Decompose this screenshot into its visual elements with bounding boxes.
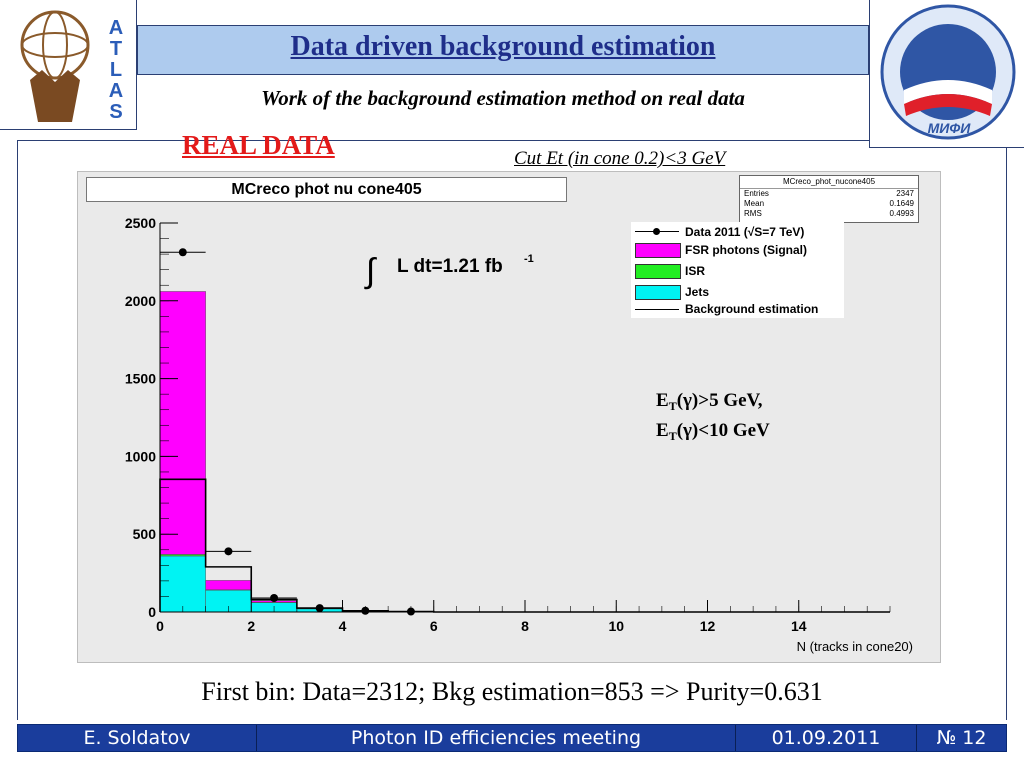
real-data-label: REAL DATA	[182, 130, 335, 160]
footer-divider	[735, 725, 736, 751]
stacked-bars	[159, 291, 434, 613]
y-tick-label: 500	[133, 526, 157, 542]
footer-divider	[916, 725, 917, 751]
luminosity-text: L dt=1.21 fb	[397, 256, 503, 277]
x-tick-label: 0	[156, 618, 164, 634]
footer-author: E. Soldatov	[83, 727, 191, 749]
legend-data-marker-icon	[635, 225, 679, 239]
stats-value: 0.1649	[889, 199, 914, 208]
mephi-emblem-icon	[880, 4, 1016, 140]
x-tick-label: 2	[247, 618, 255, 634]
histogram-title: MCreco phot nu cone405	[86, 177, 567, 202]
slide-subtitle: Work of the background estimation method…	[261, 86, 745, 110]
x-tick-label: 4	[339, 618, 347, 634]
x-tick-label: 6	[430, 618, 438, 634]
y-tick-label: 2500	[125, 215, 156, 231]
footer-bar: E. Soldatov Photon ID efficiencies meeti…	[17, 724, 1007, 752]
data-point	[270, 593, 279, 602]
atlas-letter: T	[109, 38, 123, 60]
stats-row: Entries 2347	[744, 189, 914, 199]
x-tick-label: 8	[521, 618, 529, 634]
integral-symbol: ∫	[364, 252, 377, 290]
atlas-letter: S	[109, 101, 123, 123]
stats-label: Entries	[744, 189, 769, 198]
stats-box: MCreco_phot_nucone405 Entries 2347 Mean 0.…	[739, 175, 919, 223]
x-tick-label: 10	[608, 618, 624, 634]
footer-date: 01.09.2011	[771, 727, 881, 749]
legend-label: FSR photons (Signal)	[685, 243, 807, 257]
mephi-text: МИФИ	[927, 120, 971, 136]
legend-swatch-fsr-icon	[635, 243, 681, 258]
atlas-logo: A T L A S	[0, 0, 137, 130]
cut-annotation-2: ET(γ)<10 GeV	[656, 420, 770, 443]
histogram-bar	[159, 555, 206, 613]
histogram-bar	[159, 291, 206, 555]
footer-page-number: № 12	[936, 727, 987, 749]
data-point	[224, 547, 233, 556]
legend-label: Background estimation	[685, 302, 819, 316]
legend-label: ISR	[685, 264, 706, 278]
stats-value: 2347	[896, 189, 914, 198]
legend: Data 2011 (√S=7 TeV) FSR photons (Signal…	[631, 222, 844, 318]
atlas-letter: L	[109, 59, 123, 81]
stats-label: Mean	[744, 199, 765, 208]
x-tick-label: 14	[791, 618, 807, 634]
footer-meeting: Photon ID efficiencies meeting	[350, 727, 642, 749]
axes: 0 2 4 6 8 10 12 14 0 500 1000 1500 2000 2500	[125, 215, 891, 634]
content-frame	[17, 140, 1007, 720]
data-point	[178, 248, 187, 257]
stats-row: RMS 0.4993	[744, 209, 914, 219]
legend-label: Jets	[685, 285, 710, 299]
y-tick-label: 1000	[125, 448, 156, 464]
atlas-globe-icon	[20, 10, 90, 122]
purity-summary: First bin: Data=2312; Bkg estimation=853…	[201, 677, 823, 706]
legend-label: Data 2011 (√S=7 TeV)	[685, 225, 805, 239]
footer-divider	[256, 725, 257, 751]
atlas-letter: A	[108, 80, 124, 102]
mephi-logo: МИФИ	[869, 0, 1024, 148]
atlas-letter: A	[108, 17, 124, 39]
stats-row: Mean 0.1649	[744, 199, 914, 209]
legend-swatch-isr-icon	[635, 264, 681, 279]
histogram-bar	[205, 580, 252, 590]
title-bar	[137, 25, 869, 75]
y-tick-label: 2000	[125, 293, 156, 309]
x-tick-label: 12	[700, 618, 716, 634]
cut-annotation-1: ET(γ)>5 GeV,	[656, 390, 763, 413]
stats-name: MCreco_phot_nucone405	[740, 176, 918, 189]
x-axis-label: N (tracks in cone20)	[797, 639, 913, 654]
y-tick-label: 0	[148, 604, 156, 620]
slide-title: Data driven background estimation	[290, 31, 716, 62]
legend-line-bkg-icon	[635, 309, 679, 310]
legend-swatch-jets-icon	[635, 285, 681, 300]
luminosity-exponent: -1	[524, 253, 534, 265]
stats-value: 0.4993	[889, 209, 914, 218]
stats-label: RMS	[744, 209, 762, 218]
cut-label: Cut Et (in cone 0.2)<3 GeV	[514, 148, 726, 169]
y-tick-label: 1500	[125, 371, 156, 387]
